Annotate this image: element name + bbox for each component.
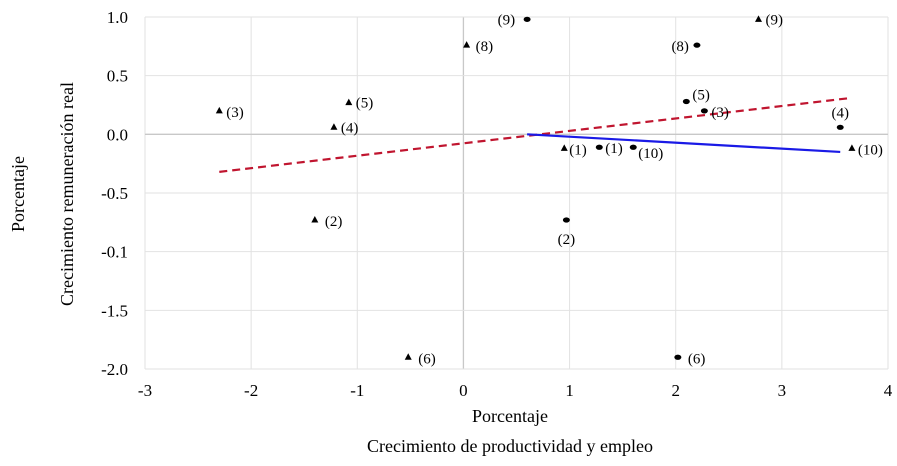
x-tick-label: -2 xyxy=(244,381,258,400)
y-tick-label: -0.5 xyxy=(101,184,128,203)
circle-marker xyxy=(836,124,844,130)
triangle-marker xyxy=(560,144,568,151)
point-label: (8) xyxy=(671,39,689,55)
x-axis-label: Porcentaje xyxy=(472,406,548,426)
triangle-marker xyxy=(755,15,763,22)
circle-marker xyxy=(562,217,570,223)
triangle-marker xyxy=(215,106,223,114)
x-tick-label: 1 xyxy=(565,381,574,400)
y-tick-label: 0.0 xyxy=(107,125,128,144)
x-tick-label: 0 xyxy=(459,381,468,400)
triangle-marker xyxy=(848,144,856,151)
y-tick-label: -2.0 xyxy=(101,360,128,379)
circle-marker xyxy=(700,108,708,114)
triangle-marker xyxy=(404,353,412,360)
point-label: (4) xyxy=(831,105,849,121)
trendlines xyxy=(219,96,851,173)
x-axis-label-secondary: Crecimiento de productividad y empleo xyxy=(367,436,653,456)
x-tick-label: 4 xyxy=(884,381,893,400)
x-tick-label: 3 xyxy=(778,381,787,400)
point-label: (8) xyxy=(476,39,494,55)
x-tick-label: -1 xyxy=(350,381,364,400)
y-tick-label: 0.5 xyxy=(107,67,128,86)
point-label: (3) xyxy=(226,105,244,121)
y-tick-label: 1.0 xyxy=(107,8,128,27)
tick-labels: -3 -2 -1 0 1 2 3 4 1.0 0.5 0.0 -0.5 -0.1 -1.5 -2.0 xyxy=(101,8,893,400)
grid-layer xyxy=(144,16,889,370)
circle-marker xyxy=(523,16,531,22)
point-label: (3) xyxy=(711,105,729,121)
circle-marker xyxy=(629,144,637,150)
point-label: (1) xyxy=(569,142,587,158)
y-axis-label: Porcentaje xyxy=(8,156,28,232)
triangle-marker xyxy=(311,215,319,223)
point-label: (4) xyxy=(341,120,359,136)
point-label: (10) xyxy=(858,142,883,158)
circle-marker xyxy=(693,42,701,48)
circle-marker xyxy=(682,98,690,105)
x-tick-label: -3 xyxy=(138,381,152,400)
y-tick-label: -1.5 xyxy=(101,301,128,320)
point-label: (10) xyxy=(638,146,663,162)
point-label: (9) xyxy=(498,12,516,28)
y-tick-label: -0.1 xyxy=(101,243,128,262)
data-points: (1)(2)(3)(4)(5)(6)(8)(9)(10)(1)(2)(3) (4)… xyxy=(215,12,883,367)
point-label: (2) xyxy=(325,214,343,230)
triangle-marker xyxy=(463,41,471,48)
point-label: (5) xyxy=(692,87,710,103)
circle-marker xyxy=(674,354,682,360)
point-label: (6) xyxy=(418,351,436,367)
y-axis-label-secondary: Crecimiento remuneración real xyxy=(57,82,77,306)
trendline-solid xyxy=(527,133,841,154)
x-tick-label: 2 xyxy=(671,381,680,400)
point-label: (9) xyxy=(766,12,784,28)
circle-marker xyxy=(595,144,603,150)
point-label: (6) xyxy=(688,351,706,367)
point-label: (2) xyxy=(558,232,576,248)
triangle-marker xyxy=(330,123,338,130)
point-label: (1) xyxy=(605,141,623,157)
point-label: (5) xyxy=(356,96,374,112)
triangle-marker xyxy=(345,98,353,106)
